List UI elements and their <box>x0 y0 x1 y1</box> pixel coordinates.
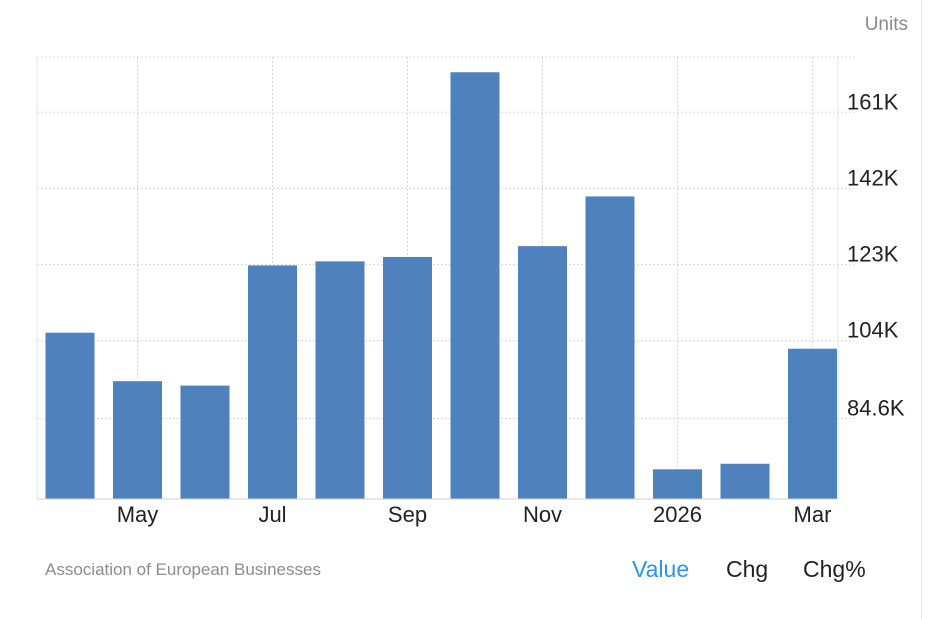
bars <box>45 72 837 500</box>
chg-percent-button[interactable]: Chg% <box>803 556 866 582</box>
panel-border <box>921 0 922 619</box>
bar[interactable] <box>248 265 297 499</box>
x-tick-label: Mar <box>794 502 832 527</box>
bar[interactable] <box>315 261 365 499</box>
bar[interactable] <box>180 385 230 499</box>
bar[interactable] <box>45 332 95 499</box>
x-tick-label: May <box>117 502 159 527</box>
bar[interactable] <box>113 381 162 499</box>
value-button[interactable]: Value <box>632 556 690 582</box>
x-tick-label: Nov <box>523 502 562 527</box>
y-tick-label: 142K <box>847 165 899 190</box>
bar[interactable] <box>518 246 567 499</box>
x-tick-label: 2026 <box>653 502 702 527</box>
x-tick-label: Jul <box>258 502 286 527</box>
axes: 84.6K 104K 123K 142K 161K May Jul Sep Nov 2026 Mar <box>37 89 905 527</box>
units-label: Units <box>864 14 908 35</box>
y-tick-label: 161K <box>847 89 899 114</box>
bar[interactable] <box>720 463 770 499</box>
y-tick-label: 123K <box>847 242 899 267</box>
x-tick-label: Sep <box>388 502 427 527</box>
bar[interactable] <box>653 469 702 499</box>
bar[interactable] <box>383 256 432 499</box>
bar[interactable] <box>450 72 500 499</box>
source-label: Association of European Businesses <box>45 560 321 579</box>
y-tick-label: 104K <box>847 318 899 343</box>
y-tick-label: 84.6K <box>847 395 905 420</box>
chg-button[interactable]: Chg <box>726 556 769 582</box>
bar[interactable] <box>585 196 635 500</box>
bar[interactable] <box>788 348 837 499</box>
